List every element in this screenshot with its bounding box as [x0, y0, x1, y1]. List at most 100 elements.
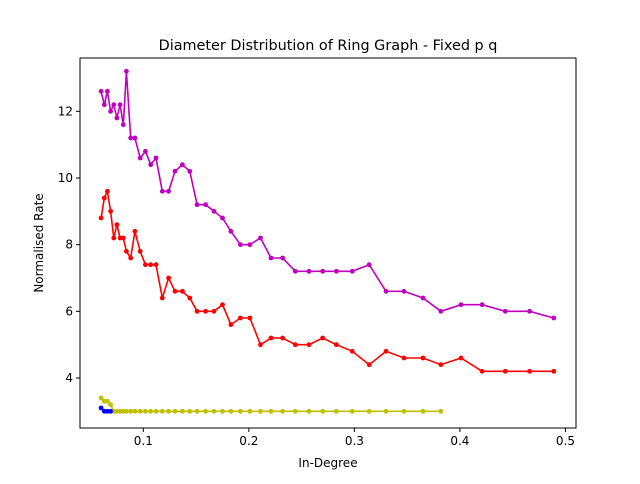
series-2-point [220, 408, 225, 414]
series-2-point [292, 408, 298, 414]
series-2-point [98, 395, 104, 401]
series-3-point [98, 405, 104, 411]
series-1-point [349, 348, 355, 354]
axis-ticks: 0.1 0.2 0.3 0.4 0.5 4 6 8 10 12 [58, 104, 575, 448]
y-tick-label: 12 [58, 104, 73, 118]
series-0-point [111, 102, 117, 108]
series-1-point [114, 222, 120, 228]
series-1-point [148, 262, 154, 268]
series-1-point [187, 295, 193, 301]
series-0-point [143, 148, 148, 154]
series-0-point [159, 188, 165, 194]
series-1-point [124, 248, 129, 254]
series-2-point [180, 408, 185, 414]
series-0-point [247, 242, 253, 248]
series-1-point [420, 355, 426, 361]
series-1-point [479, 368, 485, 374]
series-1-point [220, 302, 225, 308]
series-1-point [105, 188, 110, 194]
series-0-point [420, 295, 426, 301]
series-2-point [280, 408, 285, 414]
series-0-point [187, 168, 193, 174]
series-1-point [320, 335, 326, 341]
series-0-point [108, 108, 113, 114]
series-0-point [105, 88, 110, 94]
series-2-point [108, 402, 113, 408]
series-1-point [194, 308, 200, 314]
series-2-point [320, 408, 326, 414]
series-0-point [101, 102, 107, 108]
series-0-point [220, 215, 225, 221]
series-1-point [143, 262, 148, 268]
series-0-point [280, 255, 285, 261]
x-tick-label: 0.4 [450, 434, 469, 448]
series-1-point [228, 322, 234, 328]
plot-area [98, 68, 557, 414]
series-2-point [211, 408, 217, 414]
series-0-point [306, 268, 312, 274]
series-1-point [238, 315, 243, 321]
series-2-point [124, 408, 129, 414]
series-0-point [148, 162, 154, 168]
series-1-point [101, 195, 107, 201]
series-2-point [172, 408, 178, 414]
series-0-point [172, 168, 178, 174]
y-tick-label: 10 [58, 171, 73, 185]
x-tick-label: 0.2 [239, 434, 258, 448]
series-0-point [383, 288, 389, 294]
series-2-point [306, 408, 312, 414]
series-0-point [334, 268, 339, 274]
series-2-point [137, 408, 143, 414]
series-1-point [366, 362, 372, 368]
series-2-point [366, 408, 372, 414]
series-1-point [111, 235, 117, 241]
series-2-point [148, 408, 154, 414]
y-axis-label: Normalised Rate [32, 193, 46, 292]
series-1-point [137, 248, 143, 254]
series-0-point [320, 268, 326, 274]
series-1-point [247, 315, 253, 321]
chart-title: Diameter Distribution of Ring Graph - Fi… [159, 38, 498, 54]
series-1-point [292, 342, 298, 348]
y-tick-label: 6 [65, 304, 73, 318]
y-tick-label: 8 [65, 238, 73, 252]
series-1-point [306, 342, 312, 348]
series-2-point [268, 408, 274, 414]
series-2-point [194, 408, 200, 414]
series-0-point [238, 242, 243, 248]
series-0-point [132, 135, 138, 141]
series-1-point [502, 368, 508, 374]
series-1-point [108, 208, 113, 214]
series-1-point [159, 295, 165, 301]
series-1-point [211, 308, 217, 314]
series-2-point [159, 408, 165, 414]
series-1-point [268, 335, 274, 341]
series-0-point [124, 68, 129, 74]
series-0-point [120, 122, 126, 128]
axes-frame [79, 57, 577, 429]
series-0-point [137, 155, 143, 161]
series-2-point [153, 408, 159, 414]
series-1-point [401, 355, 407, 361]
series-1-point [258, 342, 263, 348]
x-tick-label: 0.1 [134, 434, 153, 448]
series-2-point [238, 408, 243, 414]
series-1-point [128, 255, 134, 261]
series-0-point [153, 155, 159, 161]
series-2-point [438, 408, 444, 414]
series-0-point [268, 255, 274, 261]
series-0-point [180, 162, 185, 168]
series-1-point [438, 362, 444, 368]
series-2-point [203, 408, 209, 414]
series-1-point [120, 235, 126, 241]
series-0-point [479, 302, 485, 308]
series-2-point [349, 408, 355, 414]
series-2-point [105, 398, 110, 404]
x-tick-label: 0.5 [556, 434, 575, 448]
series-2-point [383, 408, 389, 414]
series-2-point [334, 408, 339, 414]
series-2-point [143, 408, 148, 414]
series-0-point [349, 268, 355, 274]
series-2-point [128, 408, 134, 414]
